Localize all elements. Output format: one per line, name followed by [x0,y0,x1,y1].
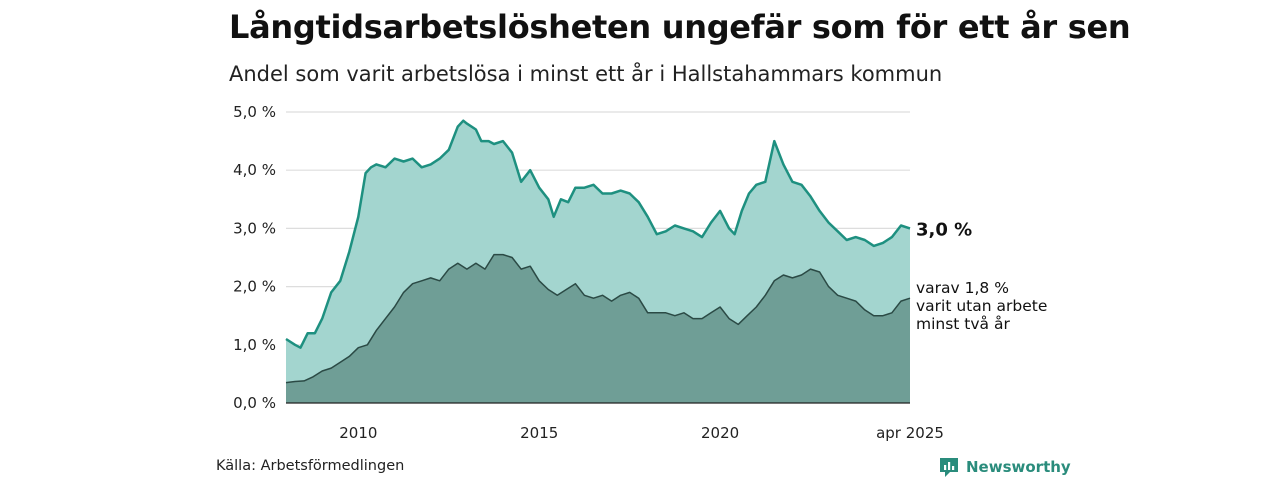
end-label-total: 3,0 % [916,219,972,240]
source-note: Källa: Arbetsförmedlingen [216,458,405,474]
series-area-two-years [286,254,910,403]
y-tick-label: 2,0 % [233,278,276,296]
series-line-two-years [285,253,911,384]
logo-text: Newsworthy [966,458,1071,476]
x-tick-label: 2015 [520,424,558,442]
end-label-two-years-line: minst två år [916,315,1010,333]
newsworthy-logo-icon [940,458,958,477]
end-label-two-years-line: varit utan arbete [916,297,1047,315]
y-tick-label: 4,0 % [233,161,276,179]
newsworthy-logo: Newsworthy [938,456,1071,478]
y-tick-label: 3,0 % [233,219,276,237]
y-tick-label: 1,0 % [233,336,276,354]
x-tick-label: 2010 [339,424,377,442]
x-tick-label: apr 2025 [876,424,944,442]
y-tick-label: 0,0 % [233,394,276,412]
series-line-total [285,119,911,349]
x-tick-label: 2020 [701,424,739,442]
chart-title: Långtidsarbetslösheten ungefär som för e… [229,8,1131,46]
end-label-two-years-line: varav 1,8 % [916,279,1009,297]
y-tick-label: 5,0 % [233,103,276,121]
chart-subtitle: Andel som varit arbetslösa i minst ett å… [229,62,943,86]
